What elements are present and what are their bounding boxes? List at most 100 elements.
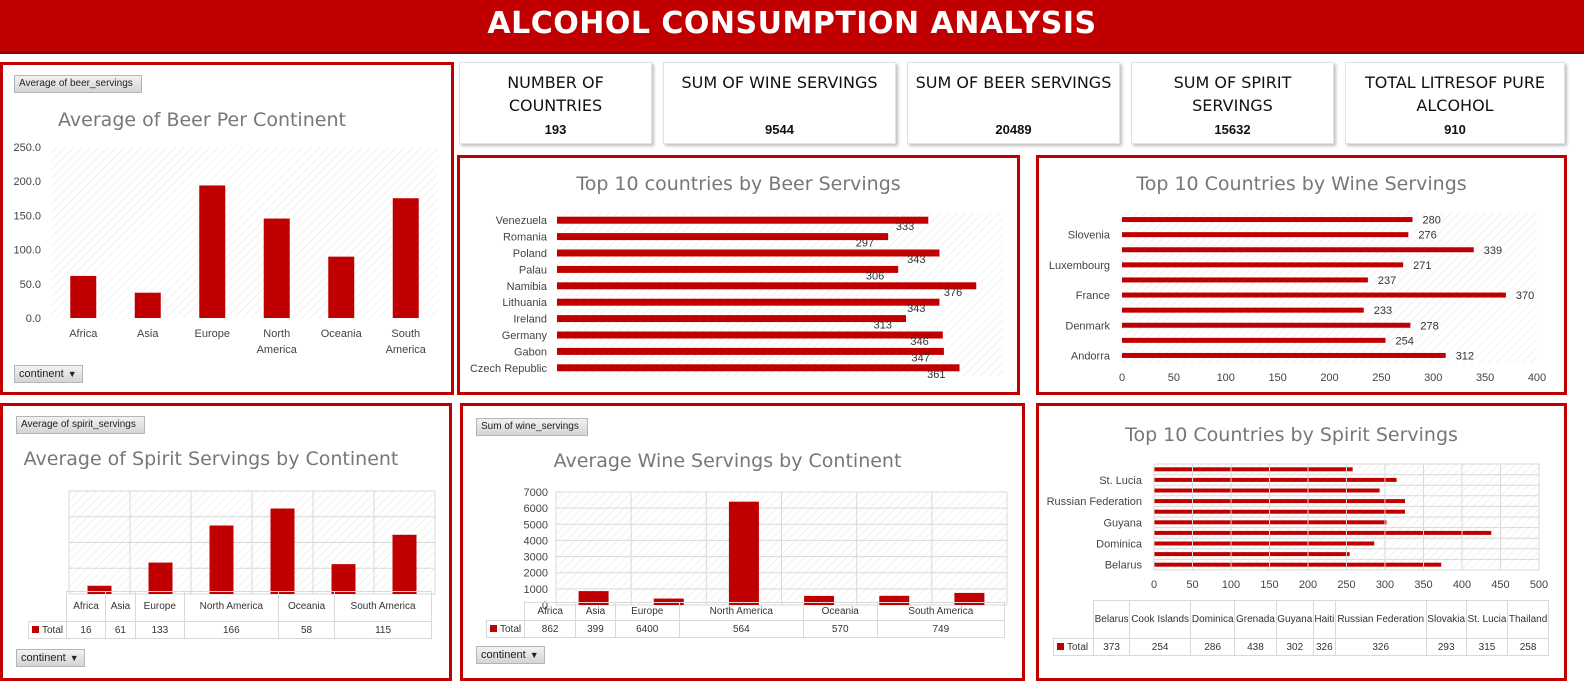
continent-filter-dropdown[interactable]: continent ▼: [16, 649, 85, 667]
bar: [1122, 322, 1411, 328]
bar: [557, 216, 929, 224]
table-header-cell: Dominica: [1190, 600, 1236, 639]
y-tick-label: 6000: [524, 503, 548, 515]
x-tick-label: 0: [1119, 372, 1125, 384]
bar: [954, 592, 985, 605]
data-label: 343: [907, 254, 925, 266]
bar: [557, 233, 889, 241]
table-cell: 570: [802, 620, 878, 638]
y-category-label: Germany: [502, 330, 548, 342]
top10-wine-chart: Andorra 312 254 Denmark 278 233 France 370 237 Lu…: [1049, 212, 1546, 384]
bar: [1154, 488, 1380, 493]
y-category-label: Andorra: [1071, 350, 1111, 362]
x-tick-label: 450: [1491, 579, 1509, 591]
bar: [653, 598, 684, 605]
legend-key-icon: [32, 626, 39, 634]
table-header-cell: St. Lucia: [1465, 600, 1509, 639]
x-tick-label: 400: [1453, 579, 1471, 591]
table-cell: 302: [1275, 638, 1314, 656]
wine-field-button[interactable]: Sum of wine_servings: [476, 418, 588, 436]
continent-filter-dropdown[interactable]: continent ▼: [476, 646, 545, 664]
y-tick-label: 3000: [524, 552, 548, 564]
table-cell: 254: [1129, 638, 1192, 656]
bar: [557, 282, 977, 290]
top10-spirit-data-table: Belarus Cook Islands Dominica Grenada Guyana…: [1053, 600, 1549, 656]
y-category-label: Russian Federation: [1047, 496, 1142, 508]
y-tick-label: 0.0: [26, 313, 41, 325]
table-header-row: Africa Asia Europe North America Oceania Sout…: [29, 591, 432, 622]
y-category-label: Belarus: [1105, 560, 1143, 572]
table-header-row: Africa Asia Europe North America Oceania Sout…: [487, 602, 1006, 621]
table-cell: 438: [1234, 638, 1277, 656]
bar: [1154, 520, 1387, 525]
x-tick-label: Africa: [69, 328, 98, 340]
table-header-cell: Thailand: [1507, 600, 1549, 639]
y-tick-label: 2000: [524, 568, 548, 580]
y-category-label: St. Lucia: [1099, 475, 1143, 487]
y-category-label: Gabon: [514, 346, 547, 358]
bar: [728, 501, 759, 605]
legend-total: Total: [486, 620, 525, 638]
data-label: 306: [866, 270, 884, 282]
table-header-cell: Europe: [134, 591, 185, 622]
bar: [557, 249, 940, 257]
wine-by-continent-panel: Sum of wine_servings Average Wine Servin…: [460, 403, 1025, 681]
kpi-value: 910: [1444, 122, 1466, 137]
kpi-value: 20489: [995, 122, 1032, 137]
x-tick-label: 150: [1260, 579, 1278, 591]
bar: [1154, 562, 1442, 567]
table-cell: 373: [1092, 638, 1131, 656]
y-tick-label: 250.0: [13, 142, 41, 154]
bar: [331, 564, 356, 594]
bar: [578, 591, 609, 605]
bar: [1154, 467, 1353, 472]
data-label: 343: [907, 303, 925, 315]
data-label: 361: [927, 369, 945, 381]
continent-filter-dropdown[interactable]: continent ▼: [14, 365, 83, 383]
table-header-cell: North America: [678, 602, 804, 621]
spirit-data-table: Africa Asia Europe North America Oceania Sout…: [28, 591, 432, 639]
kpi-value: 193: [544, 122, 567, 137]
table-cell: 133: [134, 621, 185, 639]
top10-wine-panel: Top 10 Countries by Wine Servings Andorr…: [1036, 155, 1567, 395]
bar: [557, 315, 906, 323]
legend-total: Total: [1053, 638, 1094, 656]
y-category-label: Guyana: [1103, 517, 1142, 529]
table-cell: 326: [1334, 638, 1427, 656]
spirit-field-button[interactable]: Average of spirit_servings: [16, 416, 145, 434]
bar: [328, 256, 355, 318]
bar: [1154, 530, 1492, 535]
bar: [1154, 499, 1406, 504]
table-header-cell: Cook Islands: [1129, 600, 1192, 639]
chevron-down-icon: ▼: [529, 650, 539, 660]
bar: [263, 218, 290, 318]
data-label: 347: [912, 352, 930, 364]
x-tick-label: North America: [257, 328, 298, 356]
header-banner: ALCOHOL CONSUMPTION ANALYSIS: [0, 0, 1584, 54]
y-category-label: Lithuania: [502, 297, 548, 309]
x-tick-label: 100: [1222, 579, 1240, 591]
data-label: 297: [856, 238, 874, 250]
data-label: 233: [1374, 305, 1392, 317]
legend-label: Total: [42, 624, 64, 636]
table-header-cell: Europe: [614, 602, 680, 621]
kpi-label: SUM OF WINE SERVINGS: [681, 73, 878, 92]
chart-title: Top 10 Countries by Spirit Servings: [1125, 424, 1458, 446]
bar: [557, 331, 943, 339]
beer-field-button[interactable]: Average of beer_servings: [14, 75, 142, 93]
bar: [557, 265, 899, 273]
y-category-label: Dominica: [1096, 539, 1143, 551]
data-label: 271: [1413, 260, 1431, 272]
data-label: 313: [874, 320, 892, 332]
table-header-cell: Belarus: [1092, 600, 1131, 639]
table-row: Total 16 61 133 166 58 115: [28, 621, 432, 639]
y-category-label: Denmark: [1065, 320, 1110, 332]
legend-label: Total: [1067, 641, 1089, 653]
bar: [1122, 277, 1368, 283]
data-label: 339: [1484, 245, 1502, 257]
data-label: 276: [1418, 230, 1436, 242]
plot-area: [1122, 212, 1537, 363]
kpi-label: NUMBER OF COUNTRIES: [507, 73, 604, 115]
bar: [148, 562, 173, 594]
kpi-sum-beer: SUM OF BEER SERVINGS 20489: [907, 62, 1120, 144]
